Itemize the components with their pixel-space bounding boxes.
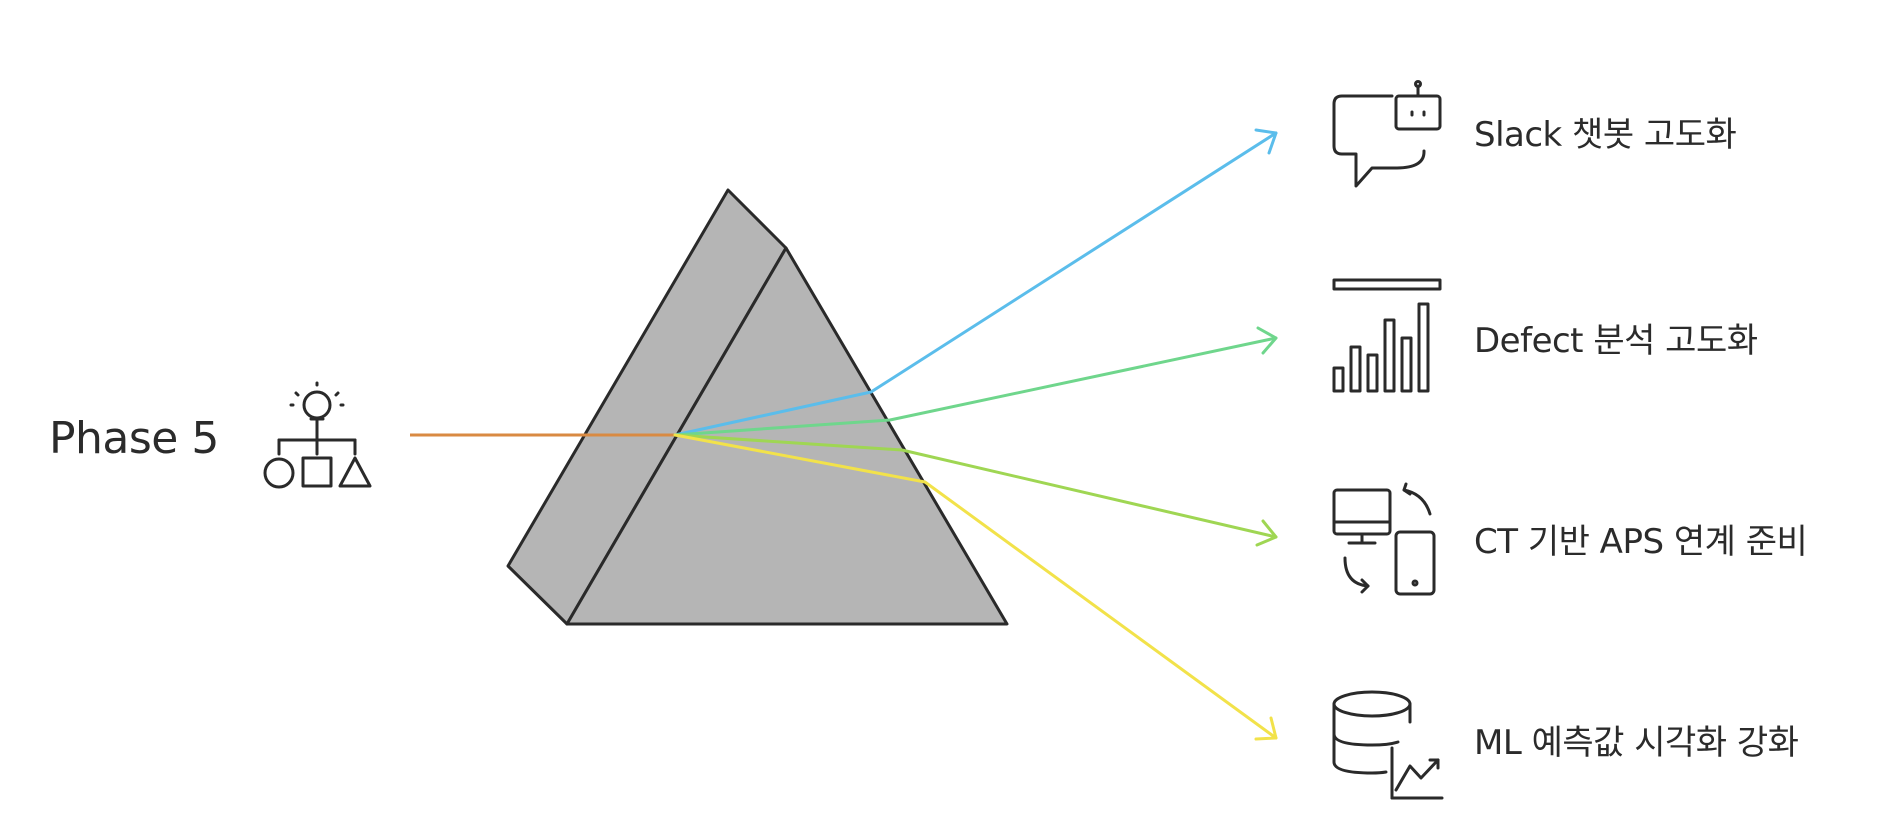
output-label-ml-visualization: ML 예측값 시각화 강화 [1474,723,1799,763]
output-label-defect-analysis: Defect 분석 고도화 [1474,321,1758,361]
prism [506,188,1009,626]
chatbot-icon [1332,80,1442,188]
beam-2 [673,433,1278,547]
beam-1 [673,326,1278,437]
bar-chart-icon [1332,278,1442,393]
output-beams [673,128,1278,741]
beam-3 [673,433,1278,741]
device-sync-icon [1332,482,1436,596]
database-chart-icon [1332,690,1444,800]
output-label-slack-chatbot: Slack 챗봇 고도화 [1474,115,1737,155]
output-label-ct-aps: CT 기반 APS 연계 준비 [1474,522,1808,562]
beam-0 [673,128,1278,437]
lightbulb-shapes-icon [263,381,372,489]
phase-label: Phase 5 [49,413,219,464]
